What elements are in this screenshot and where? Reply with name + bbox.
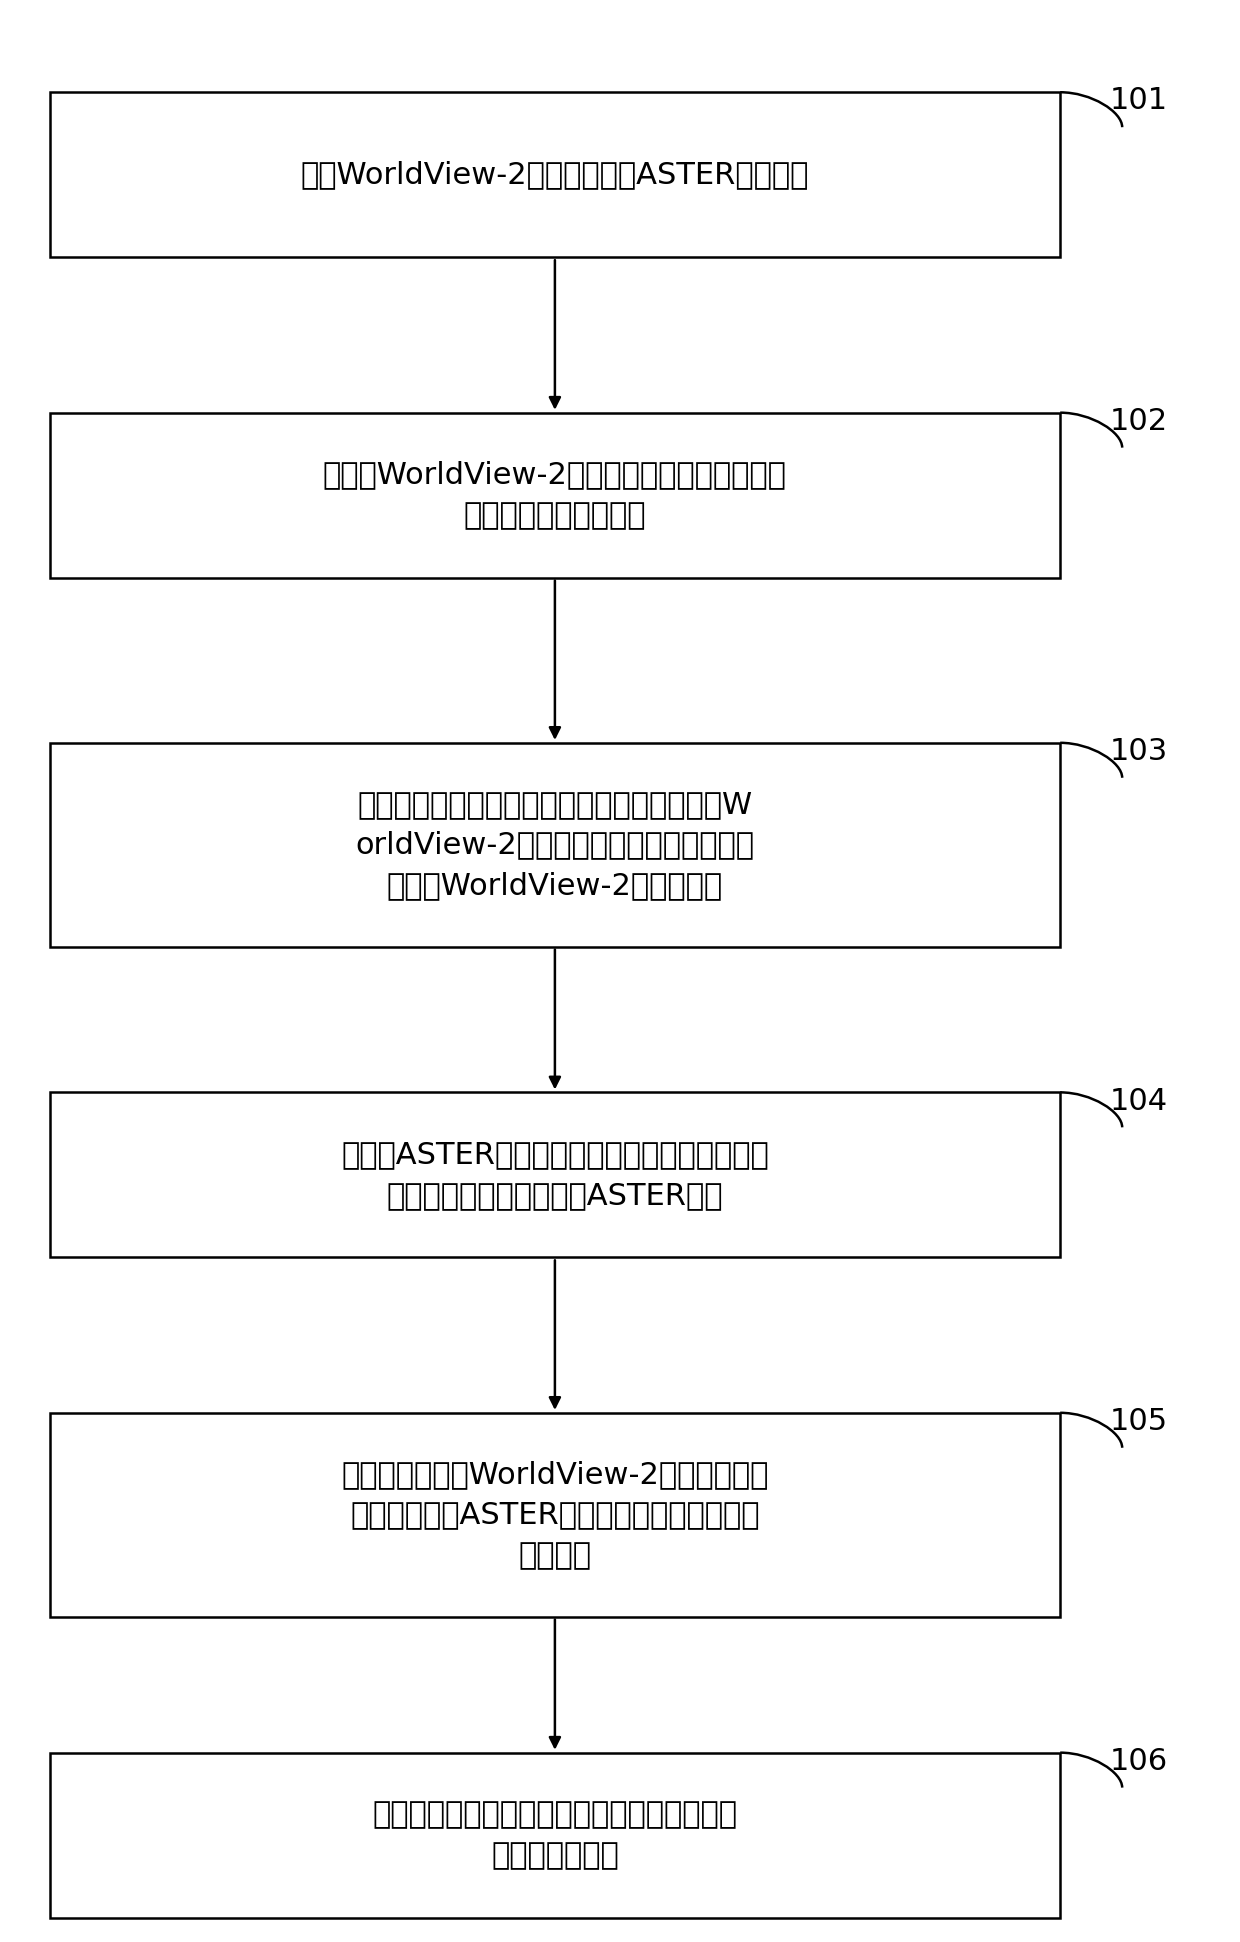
Text: 105: 105 <box>1110 1406 1168 1435</box>
Text: 102: 102 <box>1110 408 1168 435</box>
Bar <box>50 744 1060 948</box>
Bar <box>50 414 1060 579</box>
Bar <box>50 1091 1060 1258</box>
Bar <box>50 91 1060 256</box>
Text: 103: 103 <box>1110 738 1168 765</box>
Text: 对所述解译后的WorldView-2等高分图像和
所述合成后的ASTER图像进行组合处理，得到
目标图像: 对所述解译后的WorldView-2等高分图像和 所述合成后的ASTER图像进行… <box>341 1460 769 1569</box>
Text: 获取WorldView-2等高分影像和ASTER遥感影像: 获取WorldView-2等高分影像和ASTER遥感影像 <box>301 161 808 188</box>
Text: 对所述ASTER遥感影像进行主成分变换和假色彩
合成处理，得到合成后的ASTER图像: 对所述ASTER遥感影像进行主成分变换和假色彩 合成处理，得到合成后的ASTER… <box>341 1140 769 1210</box>
Text: 根据所述目标图像，确定所述伟晶岩型稀有金
属矿的位置信息: 根据所述目标图像，确定所述伟晶岩型稀有金 属矿的位置信息 <box>372 1800 738 1870</box>
Bar <box>50 1412 1060 1616</box>
Text: 104: 104 <box>1110 1086 1168 1115</box>
Bar <box>50 1752 1060 1919</box>
Text: 106: 106 <box>1110 1748 1168 1775</box>
Text: 根据所述伟晶岩脉分布区域，对处理后的所述W
orldView-2等高分图像进行解译，得到解
译后的WorldView-2等高分图像: 根据所述伟晶岩脉分布区域，对处理后的所述W orldView-2等高分图像进行解… <box>356 790 754 899</box>
Text: 101: 101 <box>1110 85 1168 115</box>
Text: 对所述WorldView-2等高分影像进行图像处理，
确定伟晶岩脉分布区域: 对所述WorldView-2等高分影像进行图像处理， 确定伟晶岩脉分布区域 <box>322 460 787 530</box>
